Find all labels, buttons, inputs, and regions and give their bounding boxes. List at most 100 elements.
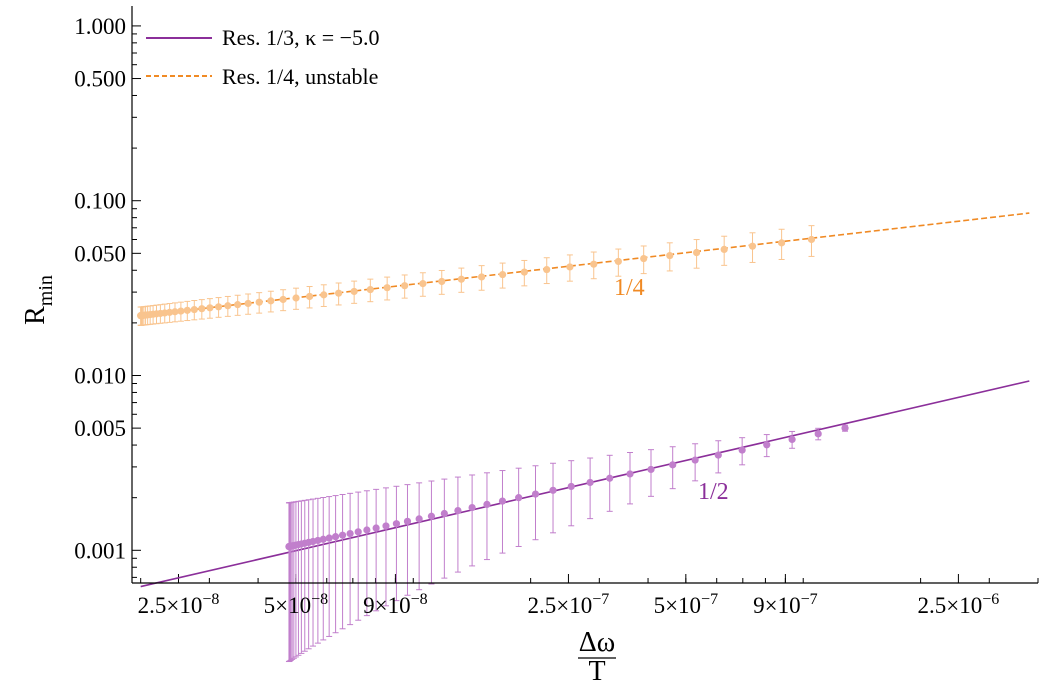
tick-labels: 1.000 0.500 0.100 0.050 0.010 0.005 0.001 2.5×1… <box>74 14 999 618</box>
y-tick-label: 0.050 <box>74 241 126 266</box>
series-2-point <box>350 287 358 296</box>
y-tick-label: 0.500 <box>74 67 126 92</box>
series-2-point <box>640 254 648 263</box>
x-tick-label: 9×10−8 <box>363 591 428 618</box>
y-axis-title-sub: min <box>35 275 57 306</box>
legend-label-series-1: Res. 1/3, κ = −5.0 <box>222 25 380 50</box>
series-1-point <box>647 465 655 474</box>
x-tick-label: 5×10−8 <box>264 591 329 618</box>
y-axis-title: Rmin <box>20 275 57 325</box>
legend: Res. 1/3, κ = −5.0 Res. 1/4, unstable <box>146 25 380 89</box>
series-2-point <box>198 305 206 313</box>
series-2-curve-label: 1/4 <box>614 275 645 301</box>
series-2-point <box>438 277 446 286</box>
series-2-point <box>244 299 252 308</box>
series-2-point <box>183 306 191 314</box>
series-1-point <box>415 515 423 523</box>
series-2-point <box>366 285 374 294</box>
series-2-point <box>335 289 343 297</box>
series-1-point <box>331 533 340 541</box>
y-tick-label: 0.100 <box>74 189 126 214</box>
series-1-point <box>567 482 575 491</box>
series-1-point <box>531 490 540 498</box>
series-1-curve-label: 1/2 <box>698 479 729 505</box>
series-1-point <box>814 430 822 438</box>
series-2-point <box>279 295 287 304</box>
y-tick-label: 0.001 <box>74 538 126 563</box>
series-2-point <box>419 280 427 288</box>
x-tick-label: 2.5×10−8 <box>138 591 220 618</box>
series-2-point <box>692 248 701 257</box>
series-2-point <box>520 268 528 276</box>
series-1-point <box>454 506 462 515</box>
series-2-point <box>206 304 214 312</box>
series-1-point <box>515 494 523 502</box>
series-1-point <box>319 535 327 543</box>
series-1-point <box>392 520 401 528</box>
tick-marks <box>132 25 1039 583</box>
series-2-point <box>166 308 174 316</box>
series-2-point <box>255 298 263 306</box>
series-1-point <box>691 456 699 464</box>
series-1-point <box>338 531 347 539</box>
series-2-point <box>499 270 507 279</box>
x-axis-title: Δω T <box>578 627 616 683</box>
series-2-point <box>748 242 757 250</box>
x-tick-label: 9×10−7 <box>753 591 818 618</box>
x-tick-label: 5×10−7 <box>654 591 719 618</box>
series-2-point <box>614 257 622 266</box>
series-1-point <box>440 509 448 518</box>
series-2-point <box>807 235 816 244</box>
series-1-point <box>586 478 594 487</box>
series-1-point <box>483 500 491 509</box>
series-2-point <box>214 303 223 311</box>
series-1-point <box>468 503 476 512</box>
y-tick-label: 0.005 <box>74 416 126 441</box>
series-1-point <box>626 470 634 478</box>
series-2-point <box>177 307 185 315</box>
series-1-point <box>382 522 390 530</box>
series-2-point <box>305 292 314 301</box>
series-2-point <box>190 305 198 314</box>
series-2-point <box>778 239 786 247</box>
y-tick-label: 1.000 <box>74 14 126 39</box>
series-1-point <box>606 474 614 482</box>
series-2-point <box>543 265 551 274</box>
series-2-point <box>401 282 409 290</box>
series-1-point <box>498 497 507 505</box>
series-1-point <box>372 524 380 532</box>
series-2-point <box>383 284 391 292</box>
x-axis-title-denominator: T <box>588 656 605 683</box>
x-tick-label: 2.5×10−7 <box>528 591 610 618</box>
series-1-point <box>363 526 371 534</box>
series-2-point <box>224 302 232 310</box>
series-1-point <box>763 441 771 449</box>
series-1-point <box>427 512 436 520</box>
series-2-point <box>457 275 465 283</box>
svg-text:Rmin: Rmin <box>20 275 57 325</box>
series-1-point <box>354 528 362 536</box>
series-1-point <box>403 517 412 525</box>
series-2-point <box>590 260 598 268</box>
series-2-point <box>566 263 574 271</box>
y-tick-label: 0.010 <box>74 364 126 389</box>
series-2-point <box>320 291 328 299</box>
series-2-point <box>292 294 300 302</box>
series-1-point <box>346 529 354 538</box>
series-2-point <box>267 297 275 305</box>
series-1-point <box>325 534 333 542</box>
series-2-point <box>234 301 242 309</box>
series-1-point <box>788 435 796 443</box>
series-2-point <box>478 273 486 281</box>
series-2-point <box>666 251 674 260</box>
series-2-point <box>720 245 728 254</box>
series-1-point <box>669 461 677 469</box>
series-2-fit-line <box>140 212 1030 317</box>
x-tick-label: 2.5×10−6 <box>918 591 1000 618</box>
series-1-point <box>738 446 746 454</box>
series-1-point <box>314 536 322 545</box>
series-1-point <box>549 486 557 494</box>
y-axis-title-main: R <box>20 306 51 325</box>
series-1-point <box>841 424 849 432</box>
